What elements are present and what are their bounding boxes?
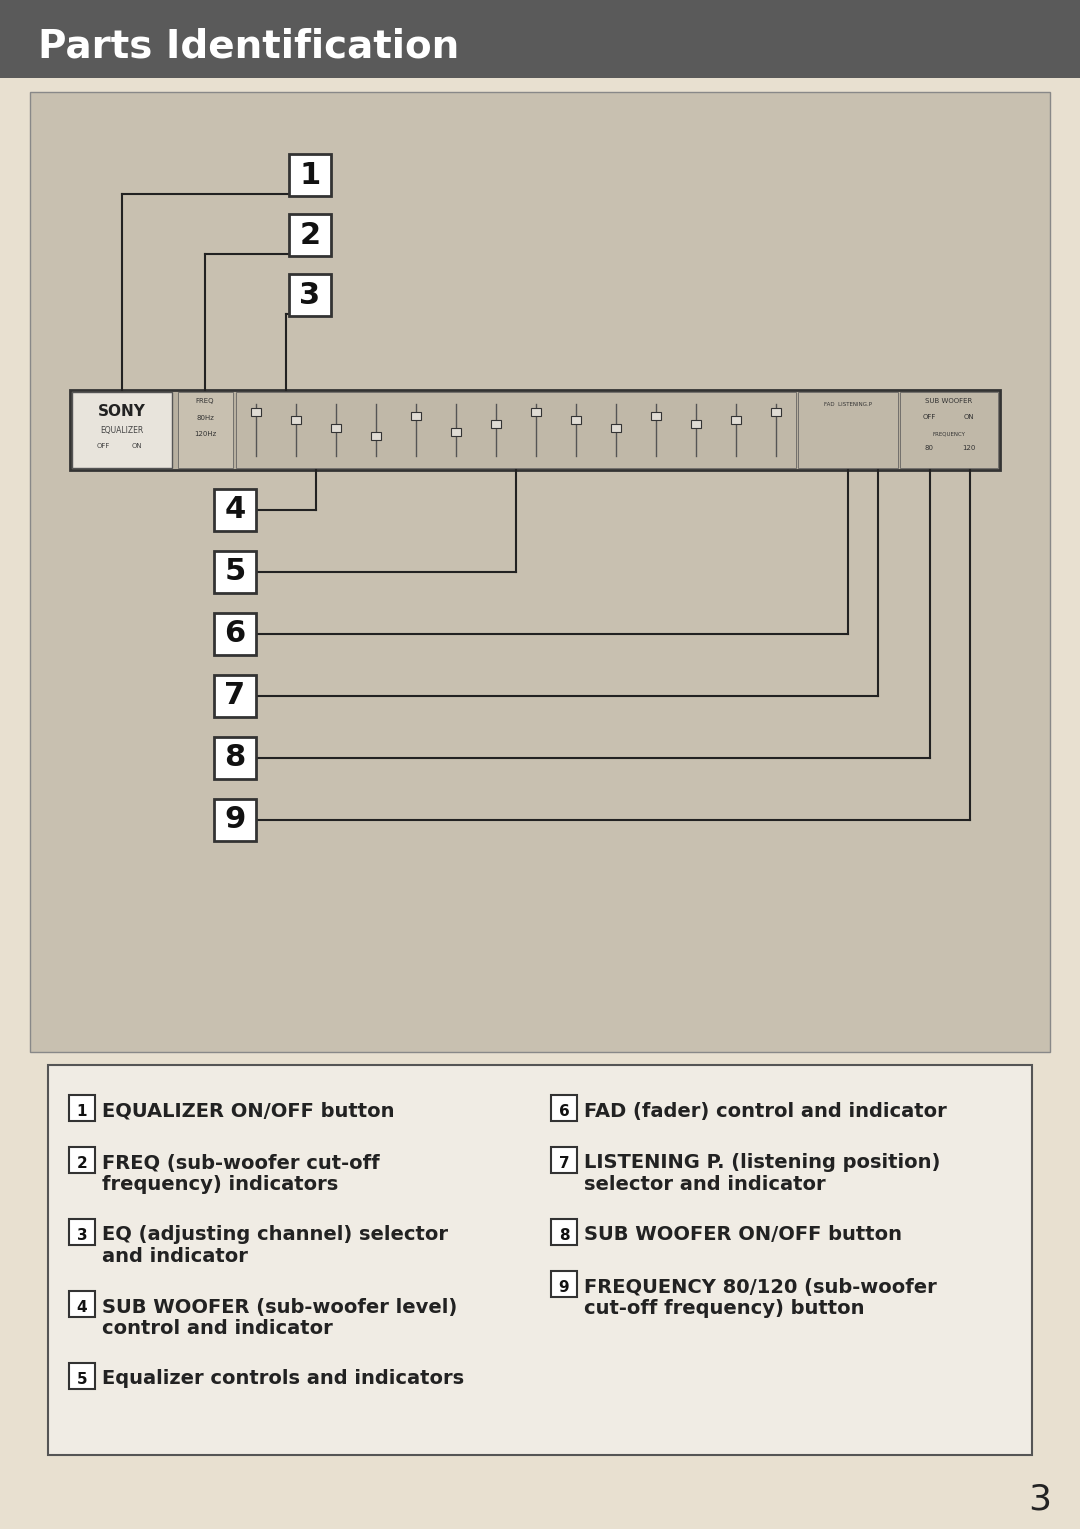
FancyBboxPatch shape [691,420,701,428]
Text: 120: 120 [962,445,975,451]
FancyBboxPatch shape [551,1271,577,1297]
Text: FAD (fader) control and indicator: FAD (fader) control and indicator [584,1101,947,1121]
FancyBboxPatch shape [611,424,621,433]
Text: 9: 9 [225,806,245,835]
Text: 3: 3 [77,1228,87,1243]
FancyBboxPatch shape [72,391,172,468]
FancyBboxPatch shape [237,391,796,468]
FancyBboxPatch shape [69,1095,95,1121]
FancyBboxPatch shape [651,411,661,420]
Text: OFF: OFF [96,443,110,450]
Text: cut-off frequency) button: cut-off frequency) button [584,1300,864,1318]
FancyBboxPatch shape [251,408,261,416]
Text: 1: 1 [77,1104,87,1119]
Text: 2: 2 [77,1156,87,1171]
Text: 1: 1 [299,161,321,190]
Text: 7: 7 [225,682,245,711]
FancyBboxPatch shape [771,408,781,416]
Text: EQ (adjusting channel) selector: EQ (adjusting channel) selector [102,1226,448,1245]
Text: SONY: SONY [98,405,146,419]
Text: 120Hz: 120Hz [194,431,216,437]
FancyBboxPatch shape [48,1066,1032,1456]
FancyBboxPatch shape [69,1290,95,1316]
Text: Parts Identification: Parts Identification [38,28,459,66]
Text: 5: 5 [225,558,245,587]
Text: 8: 8 [558,1228,569,1243]
Text: ON: ON [132,443,143,450]
Text: 80Hz: 80Hz [197,414,214,420]
FancyBboxPatch shape [798,391,897,468]
FancyBboxPatch shape [330,424,341,433]
Text: 80: 80 [924,445,933,451]
Text: and indicator: and indicator [102,1248,248,1266]
Text: EQUALIZER ON/OFF button: EQUALIZER ON/OFF button [102,1101,394,1121]
FancyBboxPatch shape [214,489,256,531]
Text: 5: 5 [77,1372,87,1387]
Text: 6: 6 [225,619,245,648]
Text: FREQUENCY: FREQUENCY [932,431,966,436]
FancyBboxPatch shape [69,1219,95,1245]
FancyBboxPatch shape [289,154,330,196]
FancyBboxPatch shape [70,390,1000,469]
Text: ON: ON [963,414,974,420]
FancyBboxPatch shape [491,420,501,428]
Text: 3: 3 [299,280,321,309]
FancyBboxPatch shape [551,1219,577,1245]
Text: FAD  LISTENING.P: FAD LISTENING.P [824,402,872,408]
FancyBboxPatch shape [214,800,256,841]
FancyBboxPatch shape [531,408,541,416]
FancyBboxPatch shape [289,214,330,255]
Text: selector and indicator: selector and indicator [584,1176,825,1194]
Text: SUB WOOFER: SUB WOOFER [926,398,973,404]
FancyBboxPatch shape [69,1362,95,1388]
Text: frequency) indicators: frequency) indicators [102,1176,338,1194]
FancyBboxPatch shape [551,1147,577,1173]
FancyBboxPatch shape [372,433,381,440]
FancyBboxPatch shape [551,1095,577,1121]
Text: 6: 6 [558,1104,569,1119]
Text: SUB WOOFER (sub-woofer level): SUB WOOFER (sub-woofer level) [102,1298,457,1316]
Text: 7: 7 [558,1156,569,1171]
FancyBboxPatch shape [214,737,256,778]
FancyBboxPatch shape [69,1147,95,1173]
Text: 8: 8 [225,743,245,772]
Text: OFF: OFF [922,414,935,420]
FancyBboxPatch shape [214,550,256,593]
FancyBboxPatch shape [0,0,1080,78]
FancyBboxPatch shape [30,92,1050,1052]
FancyBboxPatch shape [214,613,256,654]
Text: 4: 4 [77,1300,87,1315]
FancyBboxPatch shape [731,416,741,424]
FancyBboxPatch shape [178,391,233,468]
FancyBboxPatch shape [289,274,330,317]
FancyBboxPatch shape [451,428,461,436]
FancyBboxPatch shape [411,411,421,420]
Text: FREQUENCY 80/120 (sub-woofer: FREQUENCY 80/120 (sub-woofer [584,1278,936,1297]
Text: 9: 9 [558,1280,569,1295]
Text: SUB WOOFER ON/OFF button: SUB WOOFER ON/OFF button [584,1226,902,1245]
Text: FREQ: FREQ [195,398,214,404]
Text: 4: 4 [225,495,245,524]
Text: control and indicator: control and indicator [102,1320,333,1338]
Text: EQUALIZER: EQUALIZER [100,425,144,434]
Text: FREQ (sub-woofer cut-off: FREQ (sub-woofer cut-off [102,1153,380,1173]
Text: Equalizer controls and indicators: Equalizer controls and indicators [102,1370,464,1388]
Text: 3: 3 [1028,1483,1052,1517]
Text: 2: 2 [299,220,321,249]
Text: LISTENING P. (listening position): LISTENING P. (listening position) [584,1153,941,1173]
FancyBboxPatch shape [214,674,256,717]
FancyBboxPatch shape [291,416,301,424]
FancyBboxPatch shape [571,416,581,424]
FancyBboxPatch shape [900,391,998,468]
